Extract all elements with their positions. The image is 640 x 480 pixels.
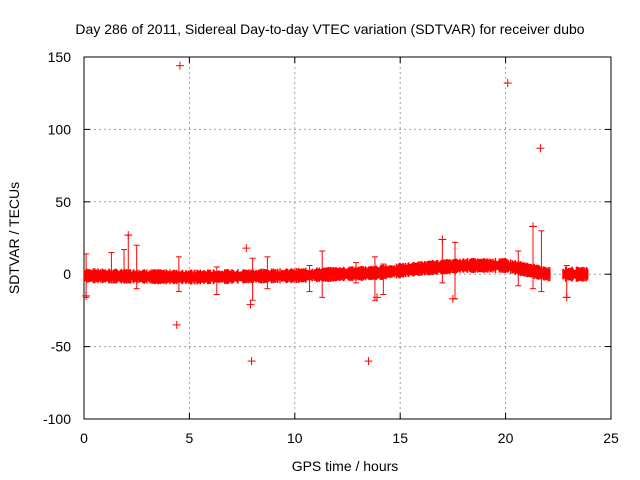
x-tick-label: 5 xyxy=(186,430,194,446)
plot-frame xyxy=(83,56,612,420)
x-tick-label: 15 xyxy=(392,430,408,446)
x-tick-label: 10 xyxy=(287,430,303,446)
y-tick-label: -50 xyxy=(51,339,71,355)
outlier-point xyxy=(536,144,545,153)
x-tick-label: 20 xyxy=(498,430,514,446)
outlier-point xyxy=(242,244,251,253)
outlier-point xyxy=(124,231,133,240)
y-axis-label: SDTVAR / TECUs xyxy=(6,182,22,294)
y-tick-label: 100 xyxy=(48,121,72,137)
outlier-point xyxy=(529,222,538,231)
y-tick-label: 50 xyxy=(55,194,71,210)
outlier-point xyxy=(364,357,373,366)
grid-lines xyxy=(84,57,611,419)
data-spikes xyxy=(83,225,570,301)
outlier-point xyxy=(247,357,256,366)
outlier-point xyxy=(82,291,91,300)
x-axis-label: GPS time / hours xyxy=(292,458,399,474)
outlier-point xyxy=(246,300,255,309)
y-tick-label: -100 xyxy=(43,411,71,427)
outlier-point xyxy=(448,294,457,303)
y-tick-label: 0 xyxy=(63,266,71,282)
chart-title: Day 286 of 2011, Sidereal Day-to-day VTE… xyxy=(75,21,584,37)
outlier-point xyxy=(373,293,382,302)
y-tick-label: 150 xyxy=(48,49,72,65)
outlier-point xyxy=(175,61,184,70)
x-tick-label: 25 xyxy=(603,430,619,446)
data-outliers xyxy=(82,61,571,366)
x-tick-label: 0 xyxy=(80,430,88,446)
outlier-point xyxy=(438,235,447,244)
outlier-point xyxy=(562,293,571,302)
data-band xyxy=(83,257,589,285)
outlier-point xyxy=(503,79,512,88)
outlier-point xyxy=(172,320,181,329)
axis-ticks: 0 5 10 15 20 25 -100 -50 0 50 100 150 xyxy=(43,49,619,446)
